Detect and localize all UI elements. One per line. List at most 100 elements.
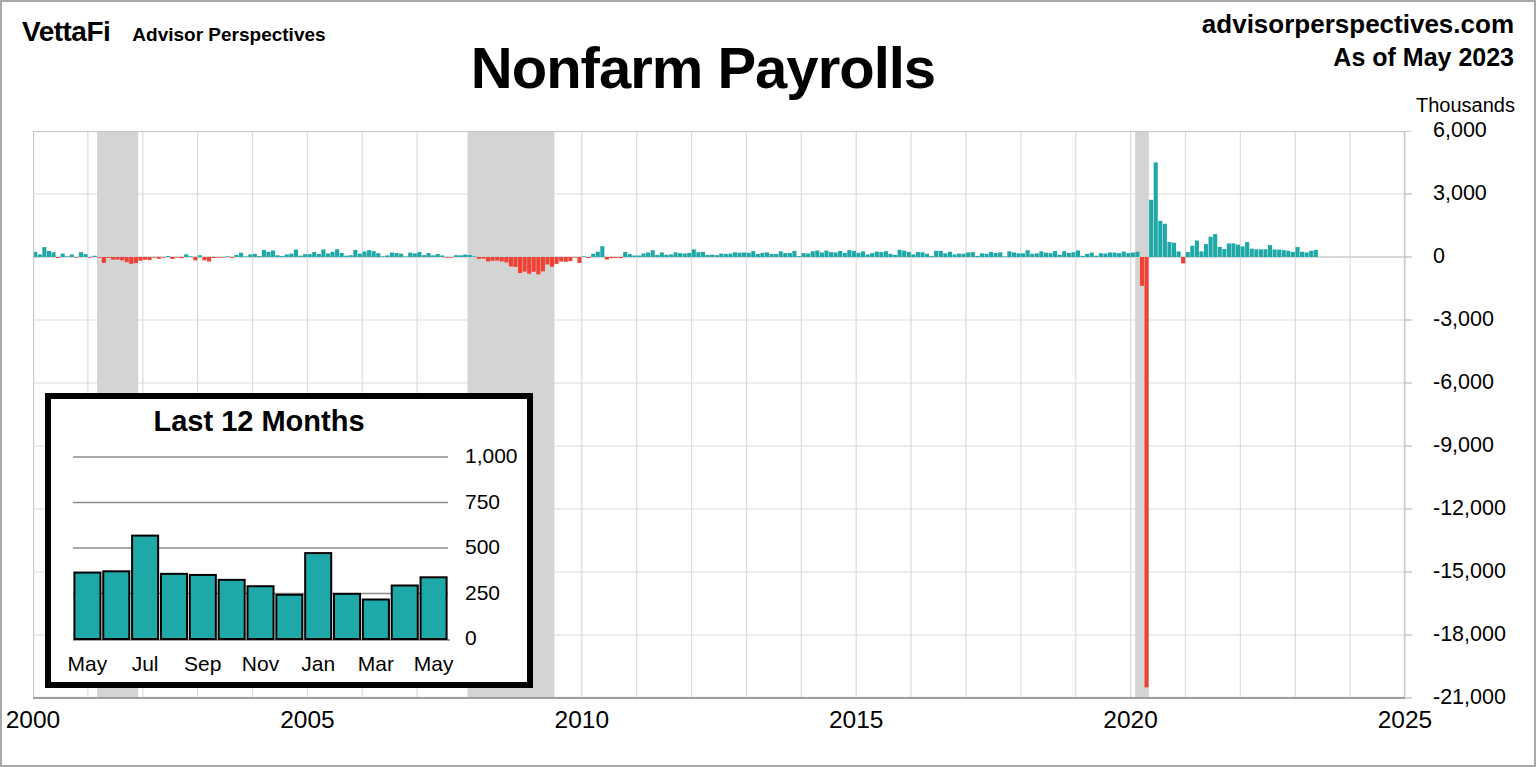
- payroll-bar: [1099, 253, 1103, 257]
- payroll-bar: [1204, 244, 1208, 257]
- payroll-bar: [911, 254, 915, 257]
- payroll-bar: [152, 257, 156, 258]
- payroll-bar: [349, 255, 353, 257]
- payroll-bar: [344, 256, 348, 257]
- inset-month-bar: [190, 575, 216, 639]
- payroll-bar: [1263, 249, 1267, 257]
- payroll-bar: [449, 257, 453, 258]
- inset-x-tick-label: Jan: [301, 652, 335, 676]
- payroll-bar: [687, 253, 691, 257]
- payroll-bar: [765, 252, 769, 257]
- payroll-bar: [358, 254, 362, 257]
- payroll-bar: [664, 255, 668, 257]
- payroll-bar: [157, 257, 161, 259]
- payroll-bar: [362, 252, 366, 258]
- payroll-bar: [559, 257, 563, 262]
- payroll-bar: [925, 254, 929, 257]
- payroll-bar: [385, 255, 389, 257]
- payroll-bar: [605, 257, 609, 260]
- payroll-bar: [655, 255, 659, 257]
- payroll-bar: [1117, 253, 1121, 257]
- payroll-bar: [491, 257, 495, 261]
- payroll-bar: [294, 250, 298, 257]
- payroll-bar: [838, 251, 842, 257]
- payroll-bar: [660, 252, 664, 257]
- payroll-bar: [779, 251, 783, 257]
- payroll-bar: [943, 253, 947, 257]
- payroll-bar: [1103, 254, 1107, 257]
- payroll-bar: [715, 255, 719, 257]
- inset-x-tick-label: Mar: [358, 652, 394, 676]
- payroll-bar: [459, 255, 463, 257]
- payroll-bar: [170, 257, 174, 259]
- payroll-bar: [641, 253, 645, 257]
- payroll-bar: [984, 254, 988, 257]
- payroll-bar: [1016, 253, 1020, 257]
- payroll-bar: [1035, 253, 1039, 257]
- payroll-bar: [427, 253, 431, 257]
- payroll-bar: [436, 254, 440, 257]
- payroll-bar: [998, 252, 1002, 257]
- inset-y-tick-label: 1,000: [465, 444, 518, 468]
- payroll-bar: [701, 252, 705, 257]
- payroll-bar: [673, 252, 677, 257]
- main-y-tick-label: -21,000: [1433, 685, 1506, 710]
- payroll-bar: [587, 257, 591, 258]
- payroll-bar: [518, 257, 522, 273]
- payroll-bar: [907, 252, 911, 257]
- payroll-bar: [1076, 250, 1080, 257]
- payroll-bar: [1195, 241, 1199, 257]
- payroll-bar: [875, 252, 879, 257]
- payroll-bar: [417, 252, 421, 257]
- payroll-bar: [737, 253, 741, 257]
- payroll-bar: [619, 257, 623, 258]
- payroll-bar: [463, 255, 467, 257]
- inset-y-tick-label: 250: [465, 581, 500, 605]
- payroll-bar: [861, 251, 865, 257]
- main-y-tick-label: 3,000: [1433, 181, 1487, 206]
- inset-month-bar: [392, 585, 418, 639]
- main-y-tick-label: -6,000: [1433, 370, 1494, 395]
- payroll-bar: [1067, 253, 1071, 257]
- payroll-bar: [582, 256, 586, 257]
- payroll-bar: [568, 257, 572, 261]
- payroll-bar: [1080, 256, 1084, 257]
- payroll-bar: [1094, 256, 1098, 257]
- payroll-bar: [335, 249, 339, 257]
- payroll-bar: [989, 252, 993, 257]
- payroll-bar: [1254, 249, 1258, 257]
- payroll-bar: [696, 252, 700, 257]
- payroll-bar: [317, 254, 321, 257]
- main-x-tick-label: 2005: [280, 706, 335, 734]
- inset-month-bar: [247, 586, 273, 639]
- payroll-bar: [564, 257, 568, 262]
- payroll-bar: [902, 251, 906, 257]
- payroll-bar: [271, 250, 275, 257]
- payroll-bar: [193, 257, 197, 260]
- payroll-bar: [481, 257, 485, 259]
- payroll-bar: [394, 253, 398, 257]
- payroll-bar: [1300, 252, 1304, 257]
- payroll-bar: [1044, 253, 1048, 257]
- payroll-bar: [1236, 245, 1240, 257]
- main-x-tick-label: 2020: [1103, 706, 1158, 734]
- payroll-bar: [468, 255, 472, 257]
- payroll-bar: [253, 254, 257, 257]
- payroll-bar: [541, 257, 545, 271]
- payroll-bar: [1231, 243, 1235, 257]
- payroll-bar: [148, 257, 152, 260]
- payroll-bar: [1245, 242, 1249, 257]
- payroll-bar: [1154, 162, 1158, 257]
- payroll-bar: [920, 252, 924, 257]
- inset-x-tick-label: May: [68, 652, 108, 676]
- payroll-bar: [1177, 251, 1181, 257]
- payroll-bar: [102, 257, 106, 263]
- payroll-bar: [97, 257, 101, 258]
- payroll-bar: [1131, 253, 1135, 257]
- payroll-bar: [47, 251, 51, 257]
- payroll-bar: [577, 257, 581, 263]
- payroll-bar: [1172, 243, 1176, 257]
- payroll-bar: [1209, 237, 1213, 257]
- payroll-bar: [285, 254, 289, 257]
- payroll-bar: [161, 257, 165, 258]
